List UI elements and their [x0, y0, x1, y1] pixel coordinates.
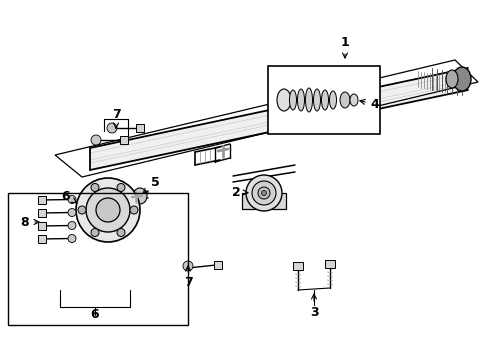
Circle shape: [68, 195, 76, 203]
Bar: [293, 262, 303, 270]
Circle shape: [68, 234, 76, 243]
Ellipse shape: [321, 90, 328, 110]
Text: 5: 5: [143, 176, 159, 193]
Text: 1: 1: [341, 36, 349, 58]
Circle shape: [68, 208, 76, 216]
Polygon shape: [90, 68, 468, 170]
Circle shape: [78, 206, 86, 214]
Circle shape: [262, 190, 267, 195]
Ellipse shape: [290, 90, 296, 110]
Circle shape: [130, 206, 138, 214]
Text: 4: 4: [360, 98, 379, 111]
Circle shape: [252, 181, 276, 205]
Circle shape: [91, 184, 99, 192]
Ellipse shape: [314, 89, 320, 111]
Ellipse shape: [453, 67, 471, 91]
Circle shape: [86, 188, 130, 232]
Ellipse shape: [350, 94, 358, 106]
Ellipse shape: [340, 92, 350, 108]
Ellipse shape: [133, 188, 147, 204]
Bar: [268, 66, 380, 134]
Bar: [8, 193, 188, 325]
Circle shape: [258, 187, 270, 199]
Bar: [120, 136, 128, 144]
Bar: [38, 222, 46, 230]
Text: 6: 6: [62, 189, 76, 203]
Circle shape: [117, 184, 125, 192]
Circle shape: [91, 135, 101, 145]
Bar: [136, 124, 144, 132]
Circle shape: [68, 221, 76, 230]
Text: 2: 2: [232, 185, 248, 198]
Bar: [38, 209, 46, 217]
Polygon shape: [242, 193, 286, 209]
Circle shape: [96, 198, 120, 222]
Text: 8: 8: [21, 216, 39, 229]
Circle shape: [76, 178, 140, 242]
Circle shape: [107, 123, 117, 133]
Text: 7: 7: [184, 266, 193, 288]
Circle shape: [183, 261, 193, 271]
Ellipse shape: [277, 89, 291, 111]
Ellipse shape: [446, 70, 458, 88]
Ellipse shape: [297, 89, 304, 111]
Bar: [325, 260, 335, 268]
Text: 7: 7: [112, 108, 121, 128]
Circle shape: [117, 229, 125, 237]
Circle shape: [246, 175, 282, 211]
Bar: [38, 235, 46, 243]
Ellipse shape: [305, 88, 313, 112]
Circle shape: [91, 229, 99, 237]
Text: 6: 6: [91, 309, 99, 321]
Bar: [38, 196, 46, 204]
Ellipse shape: [329, 91, 337, 109]
Text: 3: 3: [310, 294, 318, 320]
Bar: [214, 261, 222, 269]
